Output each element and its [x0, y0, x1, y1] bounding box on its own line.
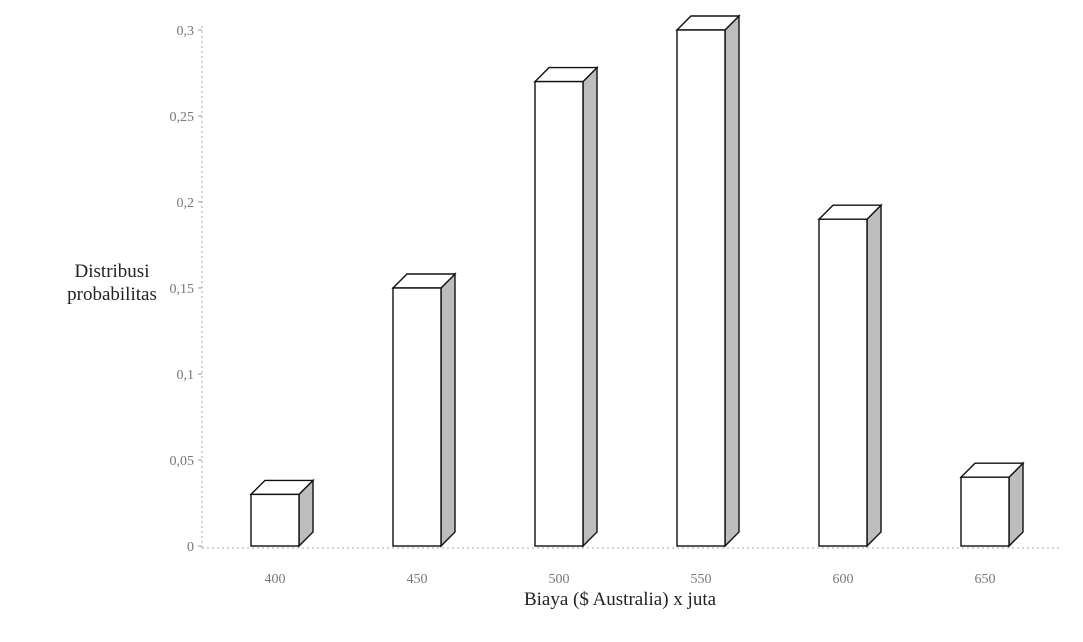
y-tick-label: 0,25 [170, 110, 195, 125]
x-tick-label: 550 [691, 572, 712, 587]
bar-front-face [534, 80, 584, 547]
x-tick-label: 450 [407, 572, 428, 587]
bar-front-face [392, 287, 442, 547]
x-tick-label: 650 [975, 572, 996, 587]
bar-side-face [866, 203, 882, 548]
y-tick-label: 0,1 [177, 368, 195, 383]
y-tick-label: 0 [187, 540, 194, 555]
bar-400 [249, 478, 315, 548]
labels-layer: Distribusi probabilitas Biaya ($ Austral… [67, 261, 716, 610]
axis-layer: 0 0,05 0,1 0,15 0,2 0,25 0,3 400 450 500 550 600 650… [170, 24, 1060, 587]
y-axis-title-line-2: probabilitas [67, 284, 157, 305]
bar-650 [959, 461, 1025, 548]
y-tick-label: 0,2 [177, 196, 195, 211]
bar-side-face [724, 14, 740, 548]
bars-layer [249, 14, 1025, 548]
bar-front-face [818, 218, 868, 547]
bar-front-face [250, 493, 300, 547]
x-tick-label: 400 [265, 572, 286, 587]
bar-front-face [676, 29, 726, 547]
bar-550 [675, 14, 741, 548]
y-tick-label: 0,3 [177, 24, 195, 39]
y-axis-title-line-1: Distribusi [75, 261, 150, 282]
bar-side-face [440, 272, 456, 548]
y-tick-label: 0,05 [170, 454, 195, 469]
bar-450 [391, 272, 457, 548]
bar-500 [533, 65, 599, 548]
bar-side-face [582, 65, 598, 548]
y-tick-label: 0,15 [170, 282, 195, 297]
x-tick-label: 500 [549, 572, 570, 587]
x-tick-label: 600 [833, 572, 854, 587]
x-axis-title: Biaya ($ Australia) x juta [524, 589, 717, 610]
bar-front-face [960, 476, 1010, 547]
bar-600 [817, 203, 883, 548]
